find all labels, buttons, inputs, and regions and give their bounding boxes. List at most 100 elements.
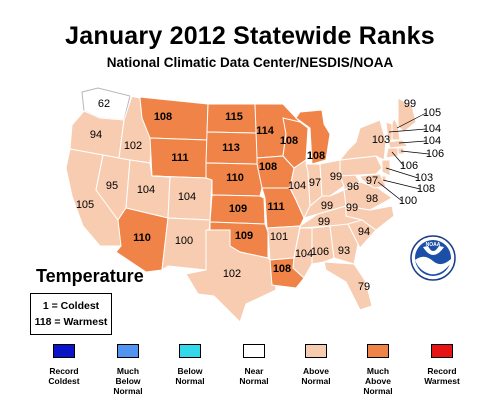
rank-label-in: 97 bbox=[309, 177, 321, 189]
state-ga bbox=[329, 223, 359, 265]
rank-label-tx: 102 bbox=[223, 268, 241, 280]
legend-label-line: Near bbox=[244, 366, 264, 376]
rank-label-or: 94 bbox=[90, 129, 102, 141]
rank-label-la: 108 bbox=[273, 263, 291, 275]
rank-label-ks: 109 bbox=[229, 203, 247, 215]
leader-line-nj bbox=[385, 167, 419, 179]
rank-label-md: 100 bbox=[399, 195, 417, 207]
rank-label-id: 102 bbox=[124, 140, 142, 152]
state-sc bbox=[347, 219, 377, 249]
svg-text:NOAA: NOAA bbox=[426, 242, 441, 248]
state-ma bbox=[387, 139, 410, 149]
rank-label-il: 104 bbox=[288, 180, 306, 192]
legend-label: Above Normal bbox=[284, 366, 348, 386]
rank-label-nh: 105 bbox=[423, 107, 441, 119]
rank-label-ky: 99 bbox=[321, 200, 333, 212]
legend-label-line: Above bbox=[303, 366, 329, 376]
leader-lines bbox=[377, 112, 430, 202]
legend-swatch bbox=[431, 344, 453, 358]
rank-labels: 62 94 105 95 102 104 110 108 111 104 100 115 113 110 1… bbox=[76, 98, 444, 293]
rank-label-ny: 103 bbox=[372, 134, 390, 146]
noaa-logo-icon: NOAA bbox=[410, 235, 456, 281]
rank-label-ct: 106 bbox=[400, 160, 418, 172]
legend-label-line: Normal bbox=[363, 386, 393, 396]
rank-label-wv: 96 bbox=[347, 181, 359, 193]
rank-label-nj: 103 bbox=[415, 172, 433, 184]
rank-key-warmest: 118 = Warmest bbox=[34, 316, 108, 328]
state-me bbox=[397, 97, 417, 133]
state-al bbox=[311, 225, 335, 265]
state-nm bbox=[161, 217, 211, 272]
legend-label-line: Coldest bbox=[48, 376, 80, 386]
state-md bbox=[359, 173, 387, 189]
rank-label-al: 106 bbox=[311, 246, 329, 258]
rank-label-sc: 94 bbox=[358, 226, 370, 238]
rank-label-pa: 97 bbox=[366, 175, 378, 187]
legend-label-line: Record bbox=[49, 366, 79, 376]
legend-label-line: Record bbox=[427, 366, 457, 376]
rank-label-ms: 104 bbox=[295, 248, 313, 260]
legend-swatch bbox=[179, 344, 201, 358]
rank-key-coldest: 1 = Coldest bbox=[42, 300, 100, 312]
legend-label-line: Above bbox=[365, 376, 391, 386]
rank-label-de: 108 bbox=[417, 183, 435, 195]
state-tx bbox=[185, 229, 277, 323]
legend-label-line: Much bbox=[366, 366, 390, 376]
legend-item: Record Coldest bbox=[32, 344, 96, 386]
map-title: January 2012 Statewide Ranks bbox=[65, 22, 435, 50]
map-subtitle: National Climatic Data Center/NESDIS/NOA… bbox=[106, 55, 394, 70]
legend-item: Near Normal bbox=[222, 344, 286, 386]
legend-swatch bbox=[305, 344, 327, 358]
rank-label-mt: 108 bbox=[154, 111, 172, 123]
rank-label-oh: 99 bbox=[330, 171, 342, 183]
rank-label-co: 104 bbox=[178, 191, 196, 203]
legend-label: Much Above Normal bbox=[346, 366, 410, 396]
rank-label-ga: 93 bbox=[338, 245, 350, 257]
rank-label-sd: 113 bbox=[222, 142, 240, 154]
legend-label-line: Normal bbox=[175, 376, 205, 386]
legend-item: Much Above Normal bbox=[346, 344, 410, 396]
states-layer bbox=[65, 87, 417, 323]
leader-line-vt bbox=[388, 128, 427, 133]
rank-label-nd: 115 bbox=[225, 111, 243, 123]
legend-label: Below Normal bbox=[158, 366, 222, 386]
rank-label-vt: 104 bbox=[423, 123, 441, 135]
legend-label-line: Normal bbox=[239, 376, 269, 386]
legend-item: Much Below Normal bbox=[96, 344, 160, 396]
legend-label-line: Normal bbox=[113, 386, 143, 396]
rank-key-box: 1 = Coldest 118 = Warmest bbox=[30, 293, 112, 335]
rank-label-fl: 79 bbox=[358, 281, 370, 293]
legend-swatch bbox=[53, 344, 75, 358]
legend-label-line: Below bbox=[177, 366, 203, 376]
legend-label-line: Warmest bbox=[424, 376, 460, 386]
legend-label-line: Below bbox=[115, 376, 141, 386]
state-nc bbox=[345, 205, 395, 231]
rank-label-wa: 62 bbox=[98, 98, 110, 110]
rank-label-ia: 108 bbox=[259, 161, 277, 173]
state-nh bbox=[391, 116, 401, 141]
legend-swatch bbox=[367, 344, 389, 358]
rank-label-wi: 108 bbox=[280, 135, 298, 147]
rank-label-nv: 95 bbox=[106, 180, 118, 192]
rank-label-wy: 111 bbox=[171, 152, 188, 164]
legend-item: Below Normal bbox=[158, 344, 222, 386]
state-oh bbox=[319, 159, 345, 197]
legend-label-line: Much bbox=[116, 366, 140, 376]
state-ks bbox=[209, 194, 266, 225]
rank-label-tn: 99 bbox=[318, 216, 330, 228]
legend-label: Record Warmest bbox=[410, 366, 474, 386]
parameter-label: Temperature bbox=[36, 266, 144, 286]
rank-label-ok: 109 bbox=[235, 230, 253, 242]
leader-line-ma bbox=[398, 140, 427, 144]
legend-swatch bbox=[117, 344, 139, 358]
rank-label-ne: 110 bbox=[226, 172, 244, 184]
legend-label: Near Normal bbox=[222, 366, 286, 386]
state-fl bbox=[323, 261, 373, 311]
rank-label-me: 99 bbox=[404, 98, 416, 110]
legend-item: Above Normal bbox=[284, 344, 348, 386]
rank-label-ri: 106 bbox=[426, 148, 444, 160]
rank-label-ar: 101 bbox=[270, 231, 288, 243]
leader-line-md bbox=[377, 181, 403, 202]
rank-label-ma: 104 bbox=[423, 135, 441, 147]
